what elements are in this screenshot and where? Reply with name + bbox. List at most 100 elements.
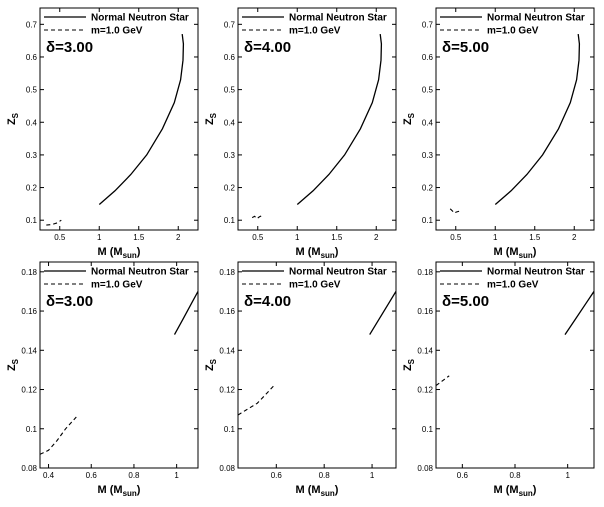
x-tick-label: 0.8 bbox=[128, 471, 140, 480]
x-axis-title: M (Msun) bbox=[494, 246, 537, 260]
y-tick-label: 0.16 bbox=[417, 307, 433, 316]
x-tick-label: 2 bbox=[374, 233, 379, 242]
series-normal-neutron-star bbox=[98, 34, 185, 205]
y-tick-label: 0.5 bbox=[224, 86, 236, 95]
y-tick-label: 0.4 bbox=[422, 118, 434, 127]
x-tick-label: 1 bbox=[493, 233, 498, 242]
y-tick-label: 0.7 bbox=[422, 20, 434, 29]
x-axis-title-sub: sun bbox=[123, 489, 137, 498]
panel-top-left: 0.5 1 1.5 2 0.1 0.2 0.3 0.4 0.5 0.6 0.7 M (Msun) ZS N… bbox=[6, 7, 199, 260]
legend-label: m=1.0 GeV bbox=[91, 280, 143, 291]
x-axis-title-sub: sun bbox=[321, 489, 335, 498]
y-axis-title-main: Z bbox=[6, 118, 18, 125]
x-tick-label: 2 bbox=[176, 233, 181, 242]
x-tick-label: 0.6 bbox=[271, 471, 283, 480]
y-axis-title: ZS bbox=[204, 112, 218, 125]
y-tick-label: 0.7 bbox=[26, 20, 38, 29]
delta-annotation: δ=4.00 bbox=[244, 39, 291, 56]
delta-annotation: δ=3.00 bbox=[46, 293, 93, 310]
y-tick-label: 0.1 bbox=[422, 425, 434, 434]
y-tick-label: 0.1 bbox=[26, 216, 38, 225]
x-tick-label: 0.5 bbox=[450, 233, 462, 242]
panel-bottom-left: 0.4 0.6 0.8 1 0.08 0.1 0.12 0.14 0.16 0.18 M (Msun… bbox=[6, 261, 199, 498]
panel-bottom-middle: 0.6 0.8 1 0.08 0.1 0.12 0.14 0.16 0.18 M (Msun) ZS… bbox=[204, 261, 397, 498]
y-axis-title: ZS bbox=[402, 112, 416, 125]
x-axis-title: M (Msun) bbox=[296, 484, 339, 498]
legend-label: Normal Neutron Star bbox=[289, 13, 387, 24]
series-normal-neutron-star bbox=[494, 34, 581, 205]
y-tick-label: 0.08 bbox=[417, 464, 433, 473]
panel-top-right: 0.5 1 1.5 2 0.1 0.2 0.3 0.4 0.5 0.6 0.7 M (Msun) ZS N… bbox=[402, 7, 595, 260]
series-m-1-gev bbox=[251, 214, 263, 220]
plot-frame bbox=[237, 261, 397, 469]
legend-label: m=1.0 GeV bbox=[487, 26, 539, 37]
x-axis-title-sub: sun bbox=[123, 251, 137, 260]
series-m-1-gev bbox=[436, 375, 450, 387]
x-tick-label: 0.4 bbox=[43, 471, 55, 480]
y-axis-title: ZS bbox=[6, 112, 20, 125]
y-tick-label: 0.2 bbox=[422, 184, 434, 193]
y-axis-title-main: Z bbox=[204, 364, 216, 371]
x-axis-title-main: M (M bbox=[296, 246, 321, 258]
y-tick-label: 0.12 bbox=[21, 386, 37, 395]
y-tick-label: 0.12 bbox=[219, 386, 235, 395]
x-axis-title: M (Msun) bbox=[98, 484, 141, 498]
legend-label: Normal Neutron Star bbox=[91, 13, 189, 24]
x-tick-label: 1.5 bbox=[529, 233, 541, 242]
y-axis-title-sub: S bbox=[407, 358, 416, 364]
plot-frame bbox=[435, 7, 595, 231]
y-axis-title-main: Z bbox=[402, 118, 414, 125]
y-axis-title: ZS bbox=[6, 358, 20, 371]
y-tick-label: 0.1 bbox=[422, 216, 434, 225]
y-tick-label: 0.6 bbox=[224, 53, 236, 62]
y-tick-label: 0.4 bbox=[224, 118, 236, 127]
y-tick-label: 0.2 bbox=[224, 184, 236, 193]
series-m-1-gev bbox=[449, 208, 460, 214]
x-tick-label: 0.6 bbox=[457, 471, 469, 480]
x-tick-label: 1 bbox=[97, 233, 102, 242]
y-tick-label: 0.18 bbox=[417, 268, 433, 277]
series-normal-neutron-star bbox=[564, 291, 594, 335]
y-axis-title-sub: S bbox=[11, 358, 20, 364]
y-tick-label: 0.14 bbox=[417, 346, 433, 355]
x-axis-title-main: M (M bbox=[98, 484, 123, 496]
series-normal-neutron-star bbox=[173, 291, 198, 335]
x-axis-title-main: M (M bbox=[494, 246, 519, 258]
series-m-1-gev bbox=[46, 219, 62, 226]
y-tick-label: 0.16 bbox=[219, 307, 235, 316]
y-tick-label: 0.6 bbox=[422, 53, 434, 62]
y-tick-label: 0.12 bbox=[417, 386, 433, 395]
x-axis-title-end: ) bbox=[335, 246, 339, 258]
delta-annotation: δ=5.00 bbox=[442, 39, 489, 56]
x-tick-label: 1 bbox=[295, 233, 300, 242]
legend-label: m=1.0 GeV bbox=[289, 26, 341, 37]
y-axis-title-sub: S bbox=[407, 112, 416, 118]
x-axis-title-end: ) bbox=[335, 484, 339, 496]
x-axis-title-end: ) bbox=[533, 246, 537, 258]
y-axis-title-sub: S bbox=[209, 358, 218, 364]
x-axis-title-main: M (M bbox=[296, 484, 321, 496]
y-axis-title-sub: S bbox=[11, 112, 20, 118]
y-tick-label: 0.18 bbox=[21, 268, 37, 277]
y-tick-label: 0.14 bbox=[219, 346, 235, 355]
series-normal-neutron-star bbox=[296, 34, 383, 205]
x-tick-label: 1.5 bbox=[331, 233, 343, 242]
y-tick-label: 0.7 bbox=[224, 20, 236, 29]
x-axis-title: M (Msun) bbox=[98, 246, 141, 260]
y-tick-label: 0.16 bbox=[21, 307, 37, 316]
y-tick-label: 0.2 bbox=[26, 184, 38, 193]
y-tick-label: 0.4 bbox=[26, 118, 38, 127]
y-tick-label: 0.1 bbox=[224, 425, 236, 434]
y-tick-label: 0.08 bbox=[21, 464, 37, 473]
x-axis-title: M (Msun) bbox=[296, 246, 339, 260]
x-axis-title: M (Msun) bbox=[494, 484, 537, 498]
delta-annotation: δ=3.00 bbox=[46, 39, 93, 56]
plot-frame bbox=[237, 7, 397, 231]
y-tick-label: 0.14 bbox=[21, 346, 37, 355]
y-axis-title: ZS bbox=[204, 358, 218, 371]
x-tick-label: 0.5 bbox=[252, 233, 264, 242]
y-tick-label: 0.3 bbox=[422, 151, 434, 160]
x-tick-label: 0.6 bbox=[86, 471, 98, 480]
x-tick-label: 1.5 bbox=[133, 233, 145, 242]
